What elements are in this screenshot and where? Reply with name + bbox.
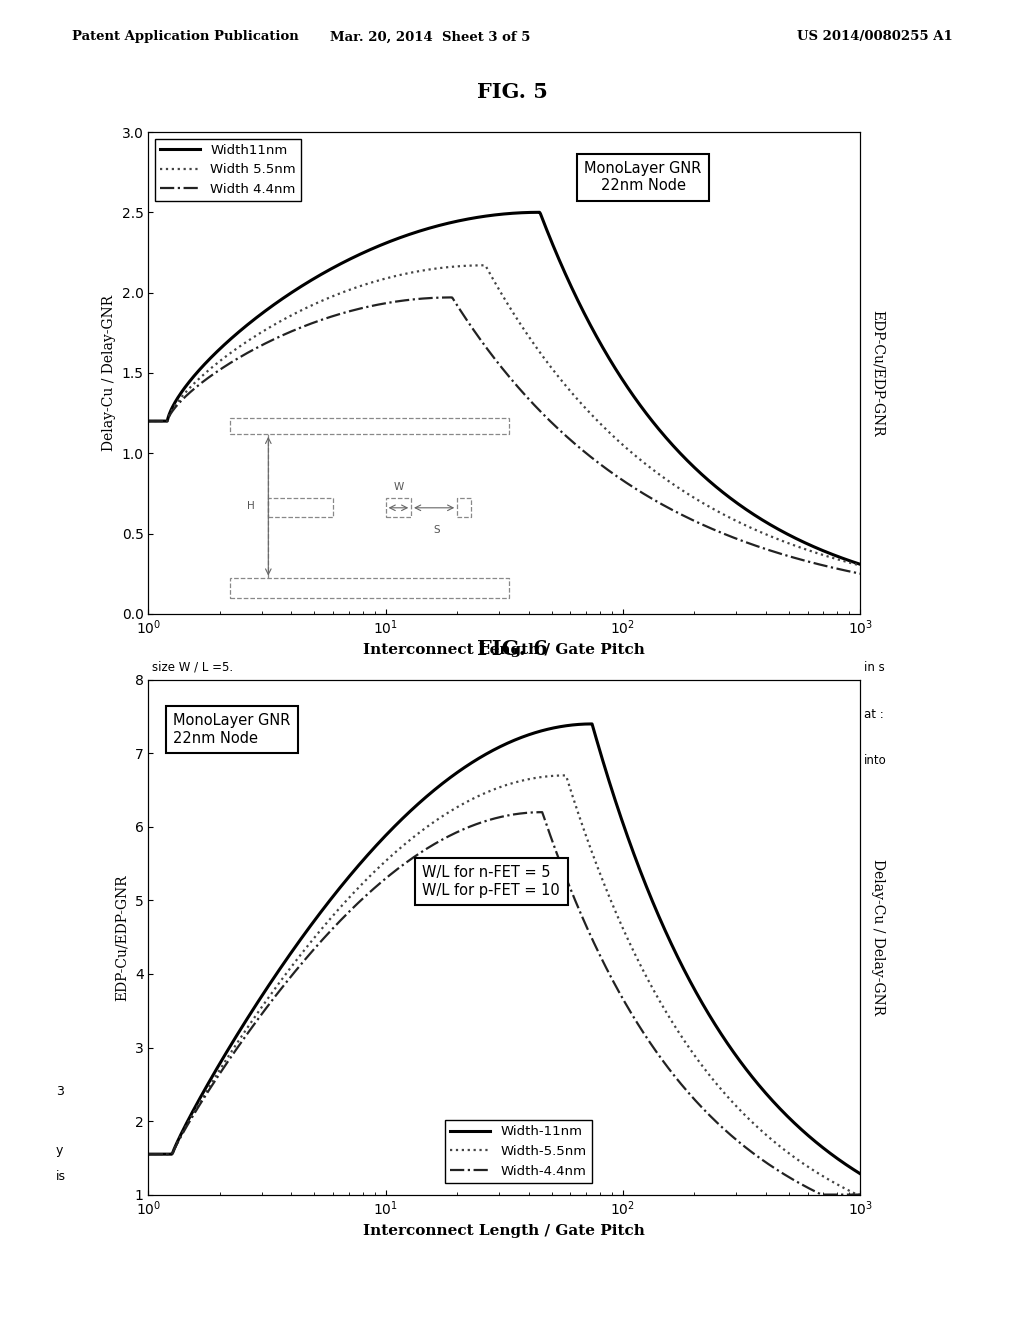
Y-axis label: Delay-Cu / Delay-GNR: Delay-Cu / Delay-GNR: [102, 294, 116, 451]
Bar: [457, 498, 471, 517]
Bar: [229, 418, 509, 434]
Text: Mar. 20, 2014  Sheet 3 of 5: Mar. 20, 2014 Sheet 3 of 5: [330, 30, 530, 44]
Bar: [386, 498, 412, 517]
Text: Patent Application Publication: Patent Application Publication: [72, 30, 298, 44]
Text: in s: in s: [863, 660, 885, 673]
Bar: [229, 578, 509, 598]
Text: MonoLayer GNR
22nm Node: MonoLayer GNR 22nm Node: [585, 161, 701, 193]
Y-axis label: EDP-Cu/EDP-GNR: EDP-Cu/EDP-GNR: [115, 874, 129, 1001]
Text: H: H: [247, 502, 255, 511]
Y-axis label: EDP-Cu/EDP-GNR: EDP-Cu/EDP-GNR: [871, 310, 885, 436]
Text: into: into: [863, 754, 887, 767]
X-axis label: Interconnect Length / Gate Pitch: Interconnect Length / Gate Pitch: [364, 1224, 645, 1238]
Text: y: y: [56, 1144, 63, 1158]
Text: is: is: [56, 1170, 66, 1183]
Y-axis label: Delay-Cu / Delay-GNR: Delay-Cu / Delay-GNR: [871, 859, 885, 1015]
Text: US 2014/0080255 A1: US 2014/0080255 A1: [797, 30, 952, 44]
X-axis label: Interconnect Length / Gate Pitch: Interconnect Length / Gate Pitch: [364, 643, 645, 657]
Text: size W / L =5.: size W / L =5.: [152, 660, 233, 673]
Text: S: S: [433, 525, 440, 536]
Text: at :: at :: [863, 708, 884, 721]
Text: W/L for n-FET = 5
W/L for p-FET = 10: W/L for n-FET = 5 W/L for p-FET = 10: [423, 865, 560, 898]
Text: MonoLayer GNR
22nm Node: MonoLayer GNR 22nm Node: [173, 713, 291, 746]
Text: FIG. 5: FIG. 5: [476, 82, 548, 103]
Legend: Width-11nm, Width-5.5nm, Width-4.4nm: Width-11nm, Width-5.5nm, Width-4.4nm: [445, 1121, 592, 1183]
Bar: [268, 498, 333, 517]
Legend: Width11nm, Width 5.5nm, Width 4.4nm: Width11nm, Width 5.5nm, Width 4.4nm: [155, 139, 301, 202]
Text: W: W: [394, 482, 404, 492]
Text: 3: 3: [56, 1085, 63, 1098]
Text: FIG. 6: FIG. 6: [476, 639, 548, 660]
